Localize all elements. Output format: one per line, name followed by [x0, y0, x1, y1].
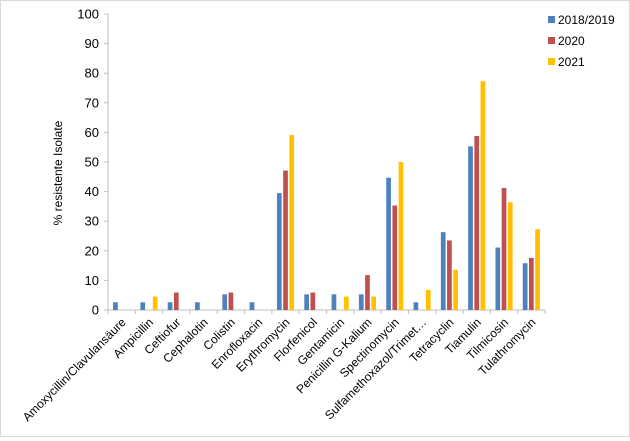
bar-2018-2019 — [386, 177, 391, 310]
bar-2018-2019 — [331, 294, 337, 310]
bar-2018-2019 — [167, 302, 173, 310]
bar-2018-2019 — [222, 294, 228, 310]
bar-2018-2019 — [304, 294, 309, 310]
y-tick-label: 60 — [85, 125, 99, 140]
legend-swatch — [548, 37, 555, 44]
bar-2020 — [501, 188, 507, 310]
bar-2020 — [173, 292, 179, 310]
legend-swatch — [548, 16, 555, 23]
bar-2018-2019 — [276, 193, 282, 310]
y-tick-label: 10 — [85, 273, 99, 288]
bar-2021 — [398, 162, 404, 310]
bar-2021 — [507, 202, 513, 310]
bar-2021 — [535, 229, 540, 310]
legend-label: 2021 — [558, 55, 585, 69]
bar-2020 — [365, 275, 370, 310]
legend-label: 2018/2019 — [558, 13, 615, 27]
bar-2021 — [480, 81, 486, 310]
bar-2021 — [425, 289, 431, 310]
category-label: Amoxycillin/Clavulansäure — [20, 315, 129, 424]
bar-2018-2019 — [413, 302, 419, 310]
y-tick-label: 0 — [92, 303, 99, 318]
y-tick-label: 40 — [85, 184, 99, 199]
bar-2020 — [528, 257, 534, 310]
y-tick-label: 70 — [85, 95, 99, 110]
bar-2018-2019 — [440, 232, 446, 310]
y-tick-label: 50 — [85, 155, 99, 170]
y-tick-label: 100 — [77, 7, 99, 22]
bar-2018-2019 — [468, 146, 473, 310]
labels: Amoxycillin/ClavulansäureAmpicillinCefti… — [20, 315, 539, 424]
y-tick-label: 80 — [85, 66, 99, 81]
bar-2020 — [310, 292, 316, 310]
bar-2018-2019 — [195, 302, 200, 310]
bar-2020 — [228, 292, 234, 310]
bar-2020 — [474, 135, 480, 310]
bar-2018-2019 — [358, 294, 364, 310]
legend-label: 2020 — [558, 34, 585, 48]
y-axis-title: % resistente Isolate — [51, 120, 65, 225]
bar-2018-2019 — [522, 263, 528, 310]
bar-2021 — [289, 135, 295, 310]
bars — [113, 81, 540, 310]
y-tick-label: 90 — [85, 36, 99, 51]
bar-2018-2019 — [140, 302, 146, 310]
bar-2018-2019 — [495, 247, 501, 310]
bar-2021 — [152, 296, 158, 310]
legend: 2018/2019 2020 2021 — [548, 13, 615, 69]
y-tick-label: 30 — [85, 214, 99, 229]
bar-2021 — [453, 269, 458, 310]
y-tick-label: 20 — [85, 243, 99, 258]
axes: 0 10 20 30 40 50 60 70 80 90 100 — [77, 7, 546, 318]
bar-2020 — [447, 240, 452, 310]
bar-2018-2019 — [113, 302, 118, 310]
bar-2020 — [392, 205, 398, 310]
bar-2021 — [371, 296, 377, 310]
legend-swatch — [548, 58, 555, 65]
bar-2021 — [344, 296, 349, 310]
bar-2020 — [283, 170, 288, 310]
bar-2018-2019 — [249, 302, 255, 310]
